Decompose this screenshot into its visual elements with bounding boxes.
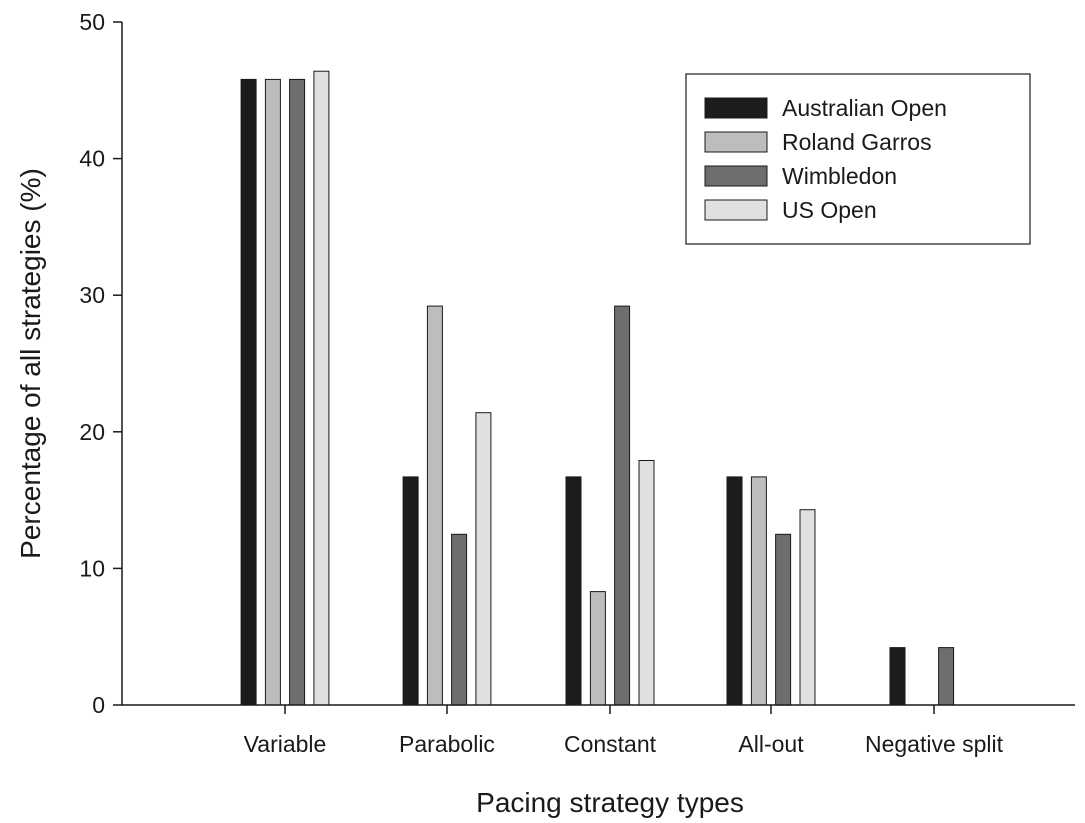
bars-layer [240, 70, 955, 706]
bar-all-out-us-open [799, 509, 816, 706]
bar-variable-wimbledon [289, 78, 306, 706]
y-tick-label: 10 [79, 555, 105, 581]
y-tick-label: 0 [92, 692, 105, 718]
bar-all-out-australian-open [726, 476, 743, 706]
bar-negative-split-australian-open [889, 647, 906, 706]
y-tick-label: 20 [79, 419, 105, 445]
bar-parabolic-roland-garros [426, 305, 443, 706]
y-tick-label: 40 [79, 146, 105, 172]
x-tick-label: All-out [738, 731, 804, 757]
legend-swatch-wimbledon [704, 165, 768, 187]
bar-constant-wimbledon [614, 305, 631, 706]
bar-parabolic-australian-open [402, 476, 419, 706]
bar-constant-us-open [638, 460, 655, 706]
legend: Australian Open Roland Garros Wimbledon US … [685, 73, 1031, 245]
bar-parabolic-us-open [475, 412, 492, 706]
x-axis-title: Pacing strategy types [476, 787, 744, 818]
legend-swatch-us-open [704, 199, 768, 221]
bar-parabolic-wimbledon [451, 533, 468, 706]
bar-variable-australian-open [240, 78, 257, 706]
bar-all-out-wimbledon [775, 533, 792, 706]
y-axis-title: Percentage of all strategies (%) [15, 168, 46, 559]
bar-negative-split-wimbledon [938, 647, 955, 706]
bar-constant-australian-open [565, 476, 582, 706]
labels-layer: 0 10 20 30 40 50 Variable Parabolic Constant All-… [15, 9, 1004, 818]
legend-swatch-australian-open [704, 97, 768, 119]
y-tick-label: 50 [79, 9, 105, 35]
bar-constant-roland-garros [589, 591, 606, 706]
x-tick-label: Parabolic [399, 731, 495, 757]
x-tick-label: Constant [564, 731, 657, 757]
legend-label-us-open: US Open [782, 197, 877, 223]
legend-swatch-roland-garros [704, 131, 768, 153]
bar-variable-us-open [313, 70, 330, 706]
x-tick-label: Negative split [865, 731, 1004, 757]
legend-label-roland-garros: Roland Garros [782, 129, 932, 155]
legend-label-australian-open: Australian Open [782, 95, 947, 121]
legend-label-wimbledon: Wimbledon [782, 163, 897, 189]
bar-all-out-roland-garros [750, 476, 767, 706]
axes-layer [113, 21, 1075, 714]
y-tick-label: 30 [79, 282, 105, 308]
bar-variable-roland-garros [264, 78, 281, 706]
x-tick-label: Variable [244, 731, 327, 757]
